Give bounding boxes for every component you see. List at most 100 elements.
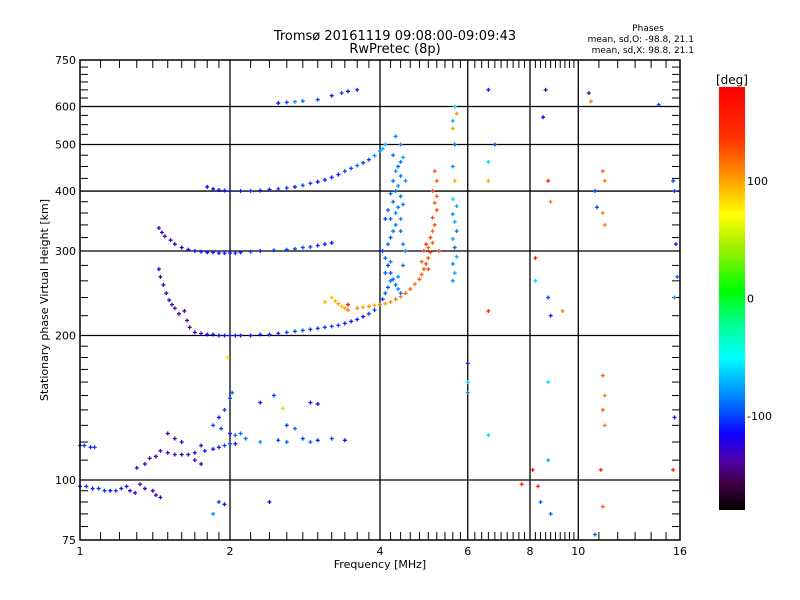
data-point	[385, 285, 390, 290]
data-point	[388, 299, 393, 304]
data-point	[308, 440, 313, 445]
data-point	[366, 157, 371, 162]
data-point	[211, 250, 216, 255]
data-point	[396, 164, 401, 169]
x-tick-label: 1	[77, 545, 84, 558]
data-point	[355, 163, 360, 168]
data-point	[230, 390, 235, 395]
data-point	[450, 164, 455, 169]
data-point	[345, 89, 350, 94]
data-point	[172, 436, 177, 441]
data-point	[315, 243, 320, 248]
chart-subtitle: RwPretec (8p)	[349, 42, 440, 57]
data-point	[186, 452, 191, 457]
data-point	[300, 328, 305, 333]
x-axis-label: Frequency [MHz]	[334, 558, 426, 571]
data-point	[401, 242, 406, 247]
data-point	[192, 330, 197, 335]
colorbar-tick-label: 0	[747, 293, 754, 306]
data-point	[153, 454, 158, 459]
data-point	[383, 301, 388, 306]
data-point	[199, 461, 204, 466]
x-tick-label: 16	[673, 545, 687, 558]
data-point	[450, 261, 455, 266]
data-point	[315, 326, 320, 331]
data-point	[450, 278, 455, 283]
data-point	[600, 407, 605, 412]
data-point	[211, 423, 216, 428]
data-point	[156, 267, 161, 272]
data-point	[408, 287, 413, 292]
data-point	[276, 438, 281, 443]
data-point	[172, 306, 177, 311]
data-point	[385, 263, 390, 268]
data-point	[205, 250, 210, 255]
data-point	[393, 297, 398, 302]
data-point	[292, 329, 297, 334]
data-point	[419, 272, 424, 277]
data-point	[434, 194, 439, 199]
data-points	[78, 87, 680, 537]
data-point	[372, 308, 377, 313]
chart-title: Tromsø 20161119 09:08:00-09:09:43	[273, 29, 516, 44]
data-point	[216, 445, 221, 450]
data-point	[434, 178, 439, 183]
data-point	[336, 301, 341, 306]
data-point	[396, 274, 401, 279]
data-point	[300, 436, 305, 441]
data-point	[300, 183, 305, 188]
data-point	[202, 448, 207, 453]
data-point	[391, 153, 396, 158]
data-point	[238, 431, 243, 436]
data-point	[185, 318, 190, 323]
data-point	[308, 244, 313, 249]
data-point	[671, 467, 676, 472]
data-point	[308, 181, 313, 186]
data-point	[486, 178, 491, 183]
data-point	[671, 178, 676, 183]
data-point	[258, 188, 263, 193]
data-point	[535, 484, 540, 489]
data-point	[592, 532, 597, 537]
data-point	[432, 222, 437, 227]
data-point	[393, 222, 398, 227]
data-point	[452, 104, 457, 109]
data-point	[393, 134, 398, 139]
data-point	[602, 393, 607, 398]
data-point	[292, 99, 297, 104]
data-point	[403, 249, 408, 254]
data-point	[543, 87, 548, 92]
data-point	[424, 261, 429, 266]
data-point	[361, 305, 366, 310]
data-point	[355, 317, 360, 322]
data-point	[233, 433, 238, 438]
data-point	[602, 222, 607, 227]
data-point	[233, 333, 238, 338]
data-point	[222, 502, 227, 507]
data-point	[339, 304, 344, 309]
legend-line-o-mode: mean, sd,O: -98.8, 21.1	[588, 35, 694, 45]
data-point	[673, 242, 678, 247]
data-point	[396, 205, 401, 210]
data-point	[211, 511, 216, 516]
data-point	[600, 504, 605, 509]
data-point	[284, 247, 289, 252]
data-point	[84, 484, 89, 489]
data-point	[401, 263, 406, 268]
data-point	[388, 278, 393, 283]
data-point	[454, 254, 459, 259]
data-point	[403, 291, 408, 296]
data-point	[216, 415, 221, 420]
data-point	[430, 229, 435, 234]
data-point	[315, 97, 320, 102]
data-point	[243, 436, 248, 441]
data-point	[398, 294, 403, 299]
data-point	[656, 102, 661, 107]
data-point	[211, 186, 216, 191]
data-point	[192, 249, 197, 254]
data-point	[519, 482, 524, 487]
data-point	[372, 303, 377, 308]
data-point	[280, 406, 285, 411]
data-point	[284, 440, 289, 445]
